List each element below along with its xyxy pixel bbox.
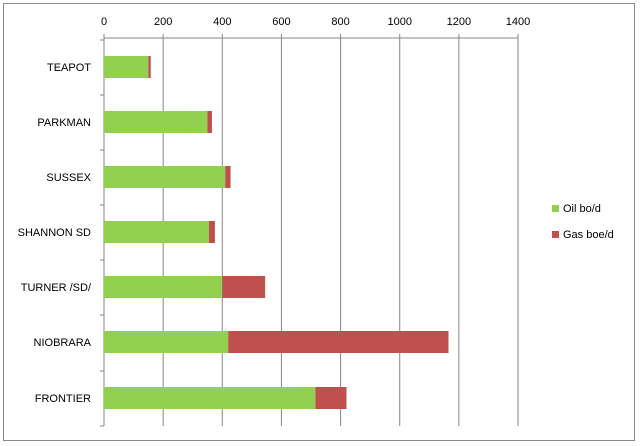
x-tick-label: 1000 <box>387 16 411 28</box>
legend: Oil bo/d Gas boe/d <box>552 203 614 241</box>
bar-oil-bo-d-turner-sd- <box>104 276 223 298</box>
bar-oil-bo-d-teapot <box>104 56 149 78</box>
bar-gas-boe-d-frontier <box>315 387 347 409</box>
bar-gas-boe-d-parkman <box>207 111 212 133</box>
category-label: PARKMAN <box>37 117 91 129</box>
bar-oil-bo-d-niobrara <box>104 331 229 353</box>
bar-gas-boe-d-sussex <box>225 166 231 188</box>
category-label: SUSSEX <box>46 172 91 184</box>
x-tick-label: 1400 <box>506 16 530 28</box>
x-tick-label: 0 <box>101 16 107 28</box>
legend-label: Oil bo/d <box>563 203 601 215</box>
category-label: NIOBRARA <box>34 337 92 349</box>
x-tick-label: 800 <box>331 16 349 28</box>
legend-swatch <box>552 231 559 238</box>
category-labels: TEAPOT PARKMAN SUSSEX SHANNON SD TURNER /SD/… <box>18 62 92 405</box>
x-tick-label: 200 <box>154 16 172 28</box>
bar-oil-bo-d-parkman <box>104 111 208 133</box>
bar-oil-bo-d-shannon-sd <box>104 221 209 243</box>
bar-gas-boe-d-turner-sd- <box>222 276 266 298</box>
legend-swatch <box>552 205 559 212</box>
category-label: TEAPOT <box>47 62 91 74</box>
bars <box>104 56 449 409</box>
bar-oil-bo-d-sussex <box>104 166 226 188</box>
category-label: TURNER /SD/ <box>21 282 92 294</box>
bar-gas-boe-d-niobrara <box>228 331 449 353</box>
gridlines <box>100 34 519 427</box>
x-tick-labels: 0 200 400 600 800 1000 1200 1400 <box>101 16 530 28</box>
x-tick-label: 400 <box>213 16 231 28</box>
bar-gas-boe-d-teapot <box>148 56 151 78</box>
category-label: SHANNON SD <box>18 227 91 239</box>
category-label: FRONTIER <box>35 393 91 405</box>
bar-oil-bo-d-frontier <box>104 387 316 409</box>
x-tick-label: 600 <box>272 16 290 28</box>
legend-label: Gas boe/d <box>563 229 614 241</box>
bar-gas-boe-d-shannon-sd <box>208 221 215 243</box>
x-tick-label: 1200 <box>447 16 471 28</box>
